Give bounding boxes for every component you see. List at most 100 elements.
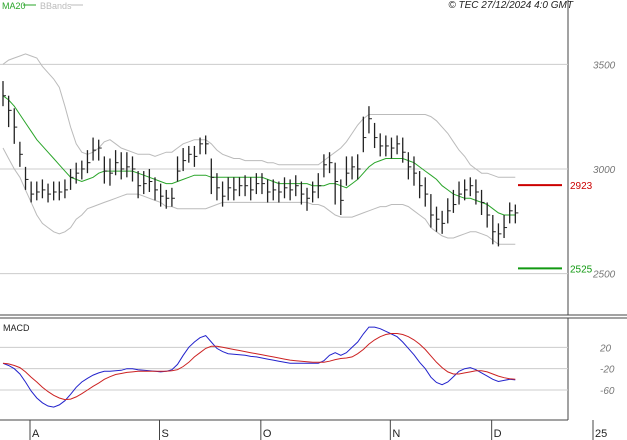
price-bar: [345, 156, 350, 186]
price-bar: [69, 168, 74, 190]
macd-y-tick-label: -60: [600, 386, 615, 397]
price-bar: [306, 187, 311, 211]
macd-y-tick-label: -20: [600, 365, 615, 376]
copyright: © TEC 27/12/2024 4:0 GMT: [448, 0, 574, 11]
price-bar: [368, 106, 372, 134]
price-bar: [205, 135, 209, 155]
price-bar: [295, 175, 299, 197]
price-bar: [193, 145, 198, 167]
price-bar: [210, 158, 215, 195]
price-bar: [357, 154, 361, 180]
price-bar: [509, 202, 513, 224]
price-bar: [418, 171, 423, 199]
price-bar: [452, 189, 457, 213]
price-bar: [64, 179, 68, 199]
price-bar: [7, 95, 12, 128]
price-bar: [131, 156, 136, 182]
price-y-tick-label: 3500: [593, 60, 616, 71]
price-bar: [272, 179, 277, 201]
price-bar: [373, 122, 378, 149]
x-month-label: D: [494, 428, 502, 440]
price-bar: [480, 189, 485, 216]
price-bar: [362, 116, 367, 153]
price-bar: [497, 223, 502, 247]
price-bar: [458, 181, 463, 205]
price-bar: [492, 215, 496, 245]
price-bar: [328, 152, 333, 174]
price-bar: [435, 206, 440, 232]
price-bar: [407, 152, 412, 180]
price-bar: [216, 173, 220, 201]
price-bar: [250, 177, 254, 201]
price-bar: [486, 202, 491, 228]
bband-lower-line: [2, 147, 516, 245]
macd-line: [2, 326, 516, 408]
price-bar: [300, 181, 305, 205]
price-bar: [317, 173, 322, 199]
price-bar: [244, 175, 249, 197]
price-bar: [283, 177, 288, 199]
price-bar: [41, 179, 46, 199]
price-bar: [413, 156, 417, 186]
price-bar: [238, 177, 243, 197]
price-bar: [165, 189, 170, 209]
price-bar: [340, 179, 344, 216]
price-bar: [503, 215, 508, 239]
price-bar: [469, 177, 474, 197]
price-bar: [323, 154, 327, 178]
price-bar: [396, 135, 401, 155]
price-bar: [385, 135, 389, 157]
price-bar: [143, 171, 147, 195]
price-bar: [351, 156, 356, 180]
price-bar: [24, 166, 29, 190]
price-bar: [109, 158, 113, 186]
resistance-level-label: 2923: [570, 181, 593, 192]
price-bar: [148, 168, 153, 192]
price-bar: [424, 177, 429, 207]
price-bar: [86, 150, 91, 174]
price-bar: [379, 133, 384, 157]
price-bar: [36, 181, 40, 201]
price-bar: [103, 156, 108, 184]
price-bar: [182, 148, 187, 172]
price-bar: [98, 139, 102, 161]
price-bar: [75, 162, 80, 184]
price-bar: [53, 181, 57, 201]
price-bar: [233, 177, 237, 201]
price-bar: [171, 187, 175, 207]
price-bar: [199, 137, 204, 155]
price-bar: [390, 137, 395, 159]
price-bar: [227, 177, 232, 201]
price-bar: [311, 181, 316, 203]
x-month-label: N: [392, 428, 400, 440]
price-bar: [120, 152, 125, 180]
price-bar: [514, 204, 519, 224]
price-bar: [19, 141, 23, 167]
price-bar: [159, 183, 164, 207]
price-bar: [2, 81, 6, 107]
support-level-label: 2525: [570, 264, 593, 275]
price-bar: [137, 171, 142, 199]
price-bar: [334, 162, 339, 205]
price-bar: [447, 198, 451, 224]
price-y-tick-label: 2500: [592, 270, 616, 281]
legend-bbands: BBands: [40, 1, 72, 11]
price-bar: [289, 179, 294, 201]
price-bar: [464, 179, 468, 201]
x-month-label: S: [161, 428, 168, 440]
macd-y-tick-label: 20: [599, 343, 612, 354]
bband-upper-line: [2, 53, 516, 178]
price-bar: [278, 181, 282, 203]
signal-line: [2, 333, 516, 401]
price-bar: [261, 173, 265, 195]
price-y-tick-label: 3000: [593, 165, 616, 176]
price-bar: [126, 152, 130, 178]
price-bar: [266, 179, 271, 203]
price-bar: [58, 181, 63, 201]
price-bar: [92, 137, 97, 161]
price-bar: [30, 181, 35, 203]
ma20-line: [2, 95, 516, 216]
price-bar: [441, 210, 446, 234]
legend-ma20: MA20: [2, 1, 26, 11]
